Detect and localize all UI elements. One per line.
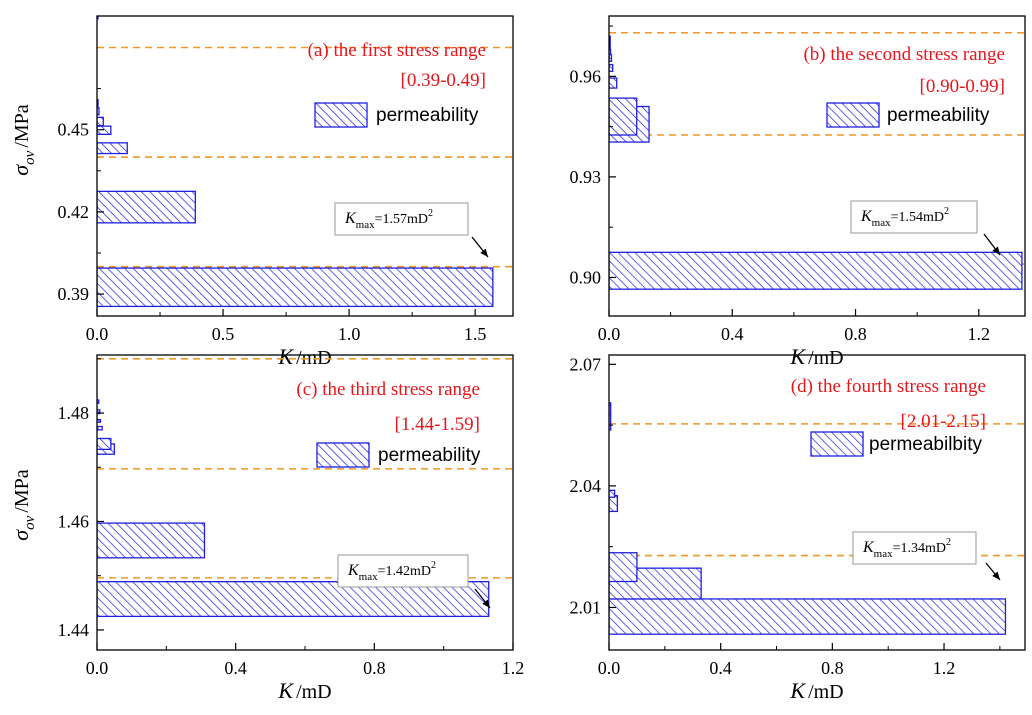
y-tick-label: 0.90	[570, 267, 602, 287]
y-tick-label: 0.39	[58, 284, 90, 304]
kmax-annotation: Kmax=1.54mD2	[850, 200, 1001, 256]
permeability-bar	[97, 581, 490, 618]
y-axis-title: σov/MPa	[8, 469, 38, 540]
stress-range-label: [1.44-1.59]	[395, 414, 480, 435]
permeability-bar	[97, 418, 102, 423]
permeability-bar	[97, 116, 104, 127]
kmax-label: Kmax=1.57mD2	[344, 208, 433, 231]
arrow-head-icon	[992, 246, 1000, 255]
panel-title: (b) the second stress range	[803, 44, 1005, 65]
kmax-label: Kmax=1.54mD2	[860, 206, 949, 229]
x-tick-label: 0.8	[821, 658, 844, 678]
arrow-head-icon	[482, 599, 490, 608]
y-tick-label: 2.04	[570, 476, 602, 496]
y-tick-label: 1.48	[58, 403, 90, 423]
permeability-bar	[609, 251, 1023, 290]
legend: permeability	[314, 102, 479, 128]
permeability-bar	[609, 552, 638, 583]
y-tick-label: 0.45	[58, 120, 90, 140]
stress-range-label: [0.90-0.99]	[920, 76, 1005, 97]
kmax-annotation: Kmax=1.57mD2	[334, 202, 489, 258]
x-tick-label: 1.0	[338, 324, 361, 344]
x-axis-title: K/mD	[277, 678, 331, 703]
permeability-bar	[609, 402, 612, 431]
permeability-bar	[609, 77, 618, 89]
panel-title: (c) the third stress range	[296, 379, 480, 400]
y-axis-title: σov/MPa	[8, 104, 38, 175]
x-tick-label: 0.0	[86, 324, 109, 344]
x-axis-title: K/mD	[789, 678, 843, 703]
x-tick-label: 0.8	[363, 658, 386, 678]
plot-frame	[96, 15, 514, 317]
x-tick-label: 0.8	[844, 324, 867, 344]
permeability-bar	[609, 63, 614, 72]
x-tick-label: 0.5	[212, 324, 235, 344]
legend: permeability	[316, 442, 481, 468]
arrow-head-icon	[992, 571, 1000, 580]
arrow-head-icon	[480, 248, 488, 257]
permeability-bar	[97, 437, 112, 451]
x-tick-label: 0.4	[224, 658, 247, 678]
x-tick-label: 0.0	[598, 324, 621, 344]
stress-range-label: [0.39-0.49]	[401, 70, 486, 91]
legend-swatch	[314, 102, 368, 128]
x-tick-label: 1.2	[968, 324, 991, 344]
legend: permeabilbity	[810, 431, 982, 457]
kmax-label: Kmax=1.42mD2	[347, 560, 436, 583]
panel-d: 0.0 0.4 0.8 1.2 2.01 2.04 2.07 K/mD (d) the four…	[570, 354, 1026, 703]
x-axis-title: K/mD	[789, 344, 843, 369]
permeability-bar	[97, 399, 100, 404]
permeability-bar	[97, 425, 103, 431]
x-tick-label: 1.2	[933, 658, 956, 678]
permeability-bar	[97, 267, 494, 308]
kmax-label: Kmax=1.34mD2	[862, 537, 951, 560]
y-tick-label: 0.96	[570, 66, 602, 86]
permeability-bar	[97, 107, 100, 116]
y-tick-label: 2.07	[570, 354, 602, 374]
plot-frame	[608, 15, 1026, 317]
legend: permeability	[826, 102, 990, 128]
legend-swatch	[826, 102, 880, 128]
permeability-bar	[609, 97, 638, 136]
panel-title: (d) the fourth stress range	[791, 376, 986, 397]
x-tick-label: 0.4	[709, 658, 732, 678]
permeability-bar	[609, 494, 619, 513]
legend-label: permeability	[378, 445, 481, 466]
x-tick-label: 0.4	[721, 324, 744, 344]
panel-b: 0.0 0.4 0.8 1.2 0.90 0.93 0.96 K/mD (b) the seco…	[570, 15, 1026, 369]
y-tick-label: 1.46	[58, 511, 90, 531]
x-axis-title: K/mD	[277, 344, 331, 369]
y-tick-label: 1.44	[58, 620, 90, 640]
permeability-bar	[97, 142, 128, 155]
x-tick-label: 0.0	[598, 658, 621, 678]
legend-label: permeability	[887, 105, 990, 126]
panel-c: 0.0 0.4 0.8 1.2 1.44 1.46 1.48 K/mD σov/MPa (c) t…	[8, 354, 525, 703]
legend-label: permeability	[376, 105, 479, 126]
plot-frame	[608, 354, 1026, 651]
y-tick-label: 2.01	[570, 597, 602, 617]
x-tick-label: 0.0	[86, 658, 109, 678]
kmax-annotation: Kmax=1.42mD2	[337, 554, 491, 609]
permeability-bar	[609, 598, 1007, 635]
legend-swatch	[316, 442, 370, 468]
kmax-annotation: Kmax=1.34mD2	[852, 531, 1001, 581]
panel-title: (a) the first stress range	[308, 40, 486, 61]
permeability-bar	[97, 190, 196, 224]
x-tick-label: 1.5	[464, 324, 487, 344]
legend-label: permeabilbity	[869, 434, 982, 455]
stress-range-label: [2.01-2.15]	[901, 411, 986, 432]
legend-swatch	[810, 431, 864, 457]
x-tick-label: 1.2	[502, 658, 525, 678]
y-tick-label: 0.93	[570, 167, 602, 187]
panel-a: 0.0 0.5 1.0 1.5 0.39 0.42 0.45 K/mD σov/MPa (a) t…	[8, 15, 514, 369]
permeability-bar	[609, 489, 616, 498]
permeability-bar	[97, 522, 206, 559]
y-tick-label: 0.42	[58, 202, 90, 222]
